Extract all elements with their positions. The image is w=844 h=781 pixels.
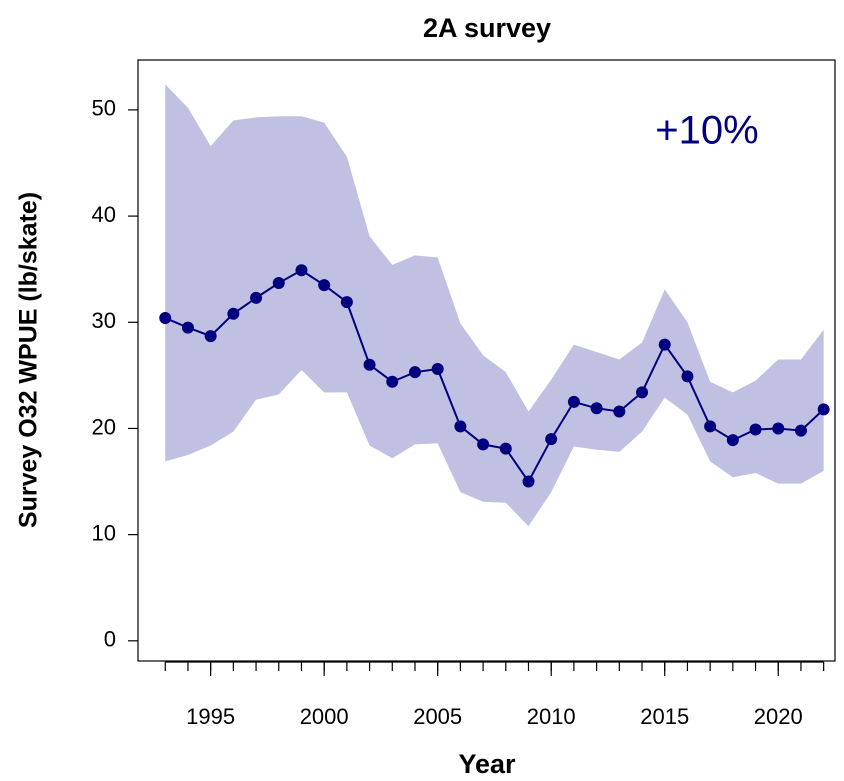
x-tick-label: 2015 xyxy=(640,704,689,729)
data-point xyxy=(204,330,217,343)
chart-title: 2A survey xyxy=(423,13,551,43)
x-tick-label: 1995 xyxy=(186,704,235,729)
data-point xyxy=(363,358,376,371)
data-point xyxy=(408,366,421,379)
data-point xyxy=(318,279,331,292)
x-tick-label: 2000 xyxy=(300,704,349,729)
y-tick-label: 50 xyxy=(92,96,116,121)
data-point xyxy=(658,338,671,351)
data-point xyxy=(522,475,535,488)
data-point xyxy=(613,405,626,418)
data-point xyxy=(749,423,762,436)
data-point xyxy=(817,403,830,416)
data-point xyxy=(340,296,353,309)
annotation: +10% xyxy=(655,109,758,153)
y-axis-label: Survey O32 WPUE (lb/skate) xyxy=(15,192,43,528)
data-point xyxy=(386,375,399,388)
data-point xyxy=(772,422,785,435)
data-point xyxy=(499,442,512,455)
data-point xyxy=(454,420,467,433)
data-point xyxy=(295,264,308,277)
data-point xyxy=(545,433,558,446)
x-tick-label: 2020 xyxy=(754,704,803,729)
data-point xyxy=(704,420,717,433)
data-point xyxy=(590,402,603,415)
y-tick-label: 40 xyxy=(92,202,116,227)
plot-area xyxy=(159,84,830,527)
plot-frame xyxy=(137,59,836,662)
data-point xyxy=(181,321,194,334)
data-point xyxy=(567,395,580,408)
y-tick-label: 10 xyxy=(92,520,116,545)
data-point xyxy=(726,434,739,447)
data-point xyxy=(681,370,694,383)
data-point xyxy=(272,276,285,289)
x-tick-label: 2010 xyxy=(527,704,576,729)
data-point xyxy=(477,438,490,451)
y-tick-label: 0 xyxy=(104,627,116,652)
data-point xyxy=(794,424,807,437)
y-tick-label: 30 xyxy=(92,308,116,333)
data-point xyxy=(159,312,172,325)
confidence-band xyxy=(165,84,824,527)
data-point xyxy=(227,307,240,320)
x-tick-label: 2005 xyxy=(413,704,462,729)
x-axis-label: Year xyxy=(458,749,516,779)
y-tick-label: 20 xyxy=(92,414,116,439)
data-point xyxy=(636,386,649,399)
data-point xyxy=(431,362,444,375)
data-point xyxy=(250,291,263,304)
